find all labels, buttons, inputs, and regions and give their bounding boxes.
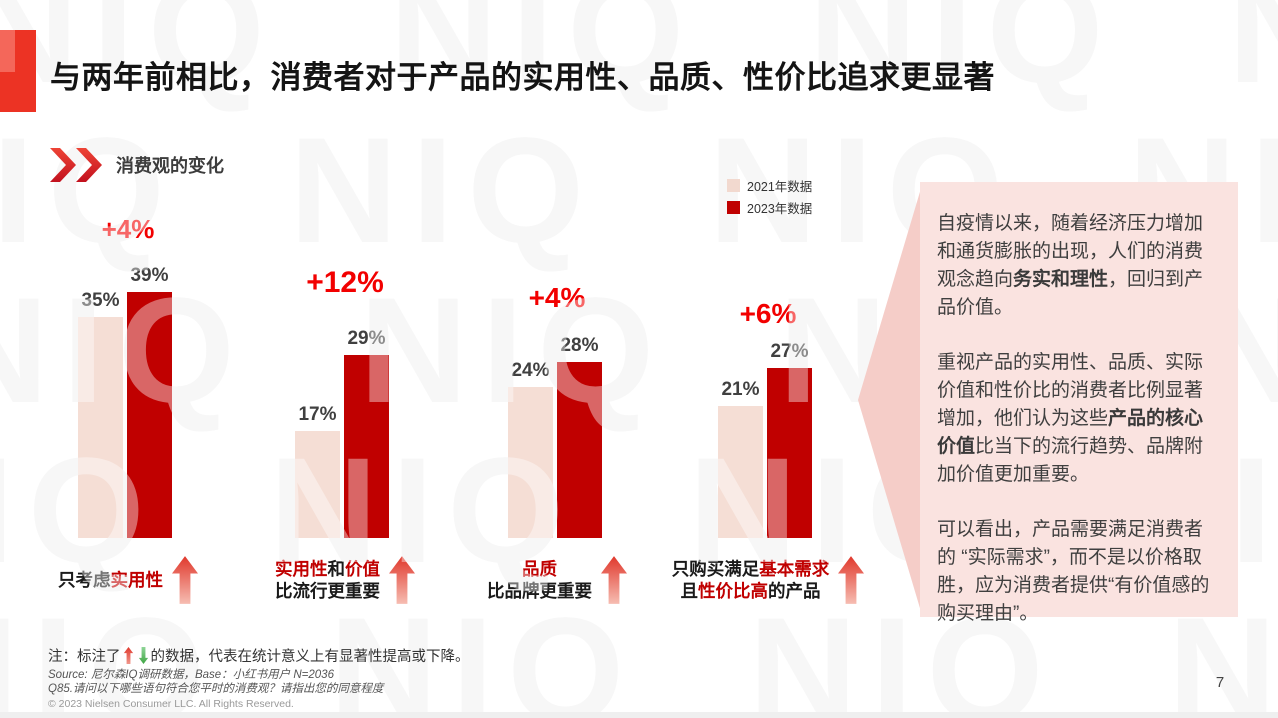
callout-bold-text: 务实和理性 [1013,269,1109,290]
bar-value-2021-group4: 21% [721,379,760,400]
question-line: Q85.请问以下哪些语句符合您平时的消费观？请指出您的同意程度 [48,683,384,695]
bar-value-2021-group2: 17% [298,404,337,425]
bar-2021-group2 [295,431,340,538]
category-text: 只购买满足基本需求且性价比高的产品 [672,558,830,602]
double-chevron-icon [50,148,102,182]
callout-text: 重视产品的实用性、品质、实际价值和性价比的消费者比例显著增加，他们认为这些 [937,352,1204,429]
callout-text: 自疫情以来，随着经济压力增加和通货膨胀的出现，人们的消费观念趋向 [937,213,1204,290]
category-text-highlight: 品质 [522,559,557,579]
page-title: 与两年前相比，消费者对于产品的实用性、品质、性价比追求更显著 [50,60,995,95]
page-number: 7 [1215,674,1225,691]
bar-value-2023-group3: 28% [560,335,599,356]
bar-value-2023-group2: 29% [347,328,386,349]
legend-label-2021: 2021年数据 [747,180,813,194]
insight-callout: 自疫情以来，随着经济压力增加和通货膨胀的出现，人们的消费观念趋向务实和理性，回归… [920,182,1238,624]
category-text-plain: 比品牌更重要 [487,581,592,601]
category-text: 只考虑实用性 [58,569,163,591]
callout-text: ，回归到产品价值。 [937,269,1204,318]
significance-up-arrow-icon [123,647,133,664]
category-label-group4: 只购买满足基本需求且性价比高的产品 [648,556,888,604]
category-text: 品质 比品牌更重要 [487,558,592,602]
significance-up-arrow-icon [389,556,415,604]
chart-legend: 2021年数据 2023年数据 [727,176,812,220]
category-text-plain: 只考虑 [58,570,111,590]
category-label-group1: 只考虑实用性 [8,556,248,604]
delta-label-group1: +4% [101,214,155,244]
category-text-plain: 只购买满足 [671,559,760,579]
delta-label-group4: +6% [739,298,797,329]
footnote-suffix: 的数据，代表在统计意义上有显著性提高或下降。 [150,649,470,665]
legend-item-2021: 2021年数据 [727,176,812,195]
delta-label-group2: +12% [306,266,384,299]
callout-paragraph-1: 自疫情以来，随着经济压力增加和通货膨胀的出现，人们的消费观念趋向务实和理性，回归… [937,210,1216,322]
category-text-highlight: 实用性 [110,570,164,590]
bar-2023-group1 [127,292,172,538]
category-text-highlight: 性价比高 [698,581,768,601]
source-line: Source: 尼尔森IQ调研数据，Base：小红书用户 N=2036 [48,669,334,681]
bar-2021-group1 [78,317,123,538]
callout-paragraph-3: 可以看出，产品需要满足消费者的 “实际需求”，而不是以价格取胜，应为消费者提供“… [937,516,1216,628]
category-text-plain: 且 [680,581,699,601]
delta-label-group3: +4% [528,282,586,313]
category-text-plain: 比流行更重要 [275,581,380,601]
accent-red-block-light [0,30,15,72]
footnote: 注：标注了 的数据，代表在统计意义上有显著性提高或下降。 [48,645,470,666]
section-header: 消费观的变化 [50,148,224,182]
significance-up-arrow-icon [838,556,865,604]
callout-text: 比当下的流行趋势、品牌附加价值更加重要。 [937,436,1204,485]
callout-bold-text: 产品的核心价值 [937,408,1204,457]
section-title: 消费观的变化 [116,156,224,176]
significance-up-arrow-icon [172,556,198,604]
category-label-group3: 品质 比品牌更重要 [437,556,677,604]
category-text-plain: 的产品 [768,581,821,601]
significance-up-arrow-icon [601,556,627,604]
bar-value-2021-group1: 35% [81,290,120,311]
callout-paragraph-2: 重视产品的实用性、品质、实际价值和性价比的消费者比例显著增加，他们认为这些产品的… [937,349,1216,489]
category-text-highlight: 实用性 [275,559,328,579]
bar-value-2023-group1: 39% [130,265,169,286]
copyright-line: © 2023 Nielsen Consumer LLC. All Rights … [48,698,294,710]
bar-2021-group4 [718,406,763,538]
category-text-highlight: 基本需求 [759,559,830,579]
bar-value-2021-group3: 24% [511,360,550,381]
significance-down-arrow-icon [138,647,148,664]
legend-item-2023: 2023年数据 [727,198,812,217]
legend-swatch-2023 [727,201,740,214]
legend-label-2023: 2023年数据 [747,202,813,216]
category-text: 实用性和价值 比流行更重要 [275,558,380,602]
category-text-highlight: 价值 [345,559,380,579]
callout-text: 可以看出，产品需要满足消费者的 “实际需求”，而不是以价格取胜，应为消费者提供“… [937,519,1210,624]
bar-2023-group2 [344,355,389,538]
legend-swatch-2021 [727,179,740,192]
category-label-group2: 实用性和价值 比流行更重要 [225,556,465,604]
bar-2023-group4 [767,368,812,538]
category-text-plain: 和 [327,559,346,579]
bar-2021-group3 [508,387,553,538]
footnote-prefix: 注：标注了 [48,649,121,665]
bottom-edge-strip [0,712,1278,718]
bar-2023-group3 [557,362,602,538]
bar-value-2023-group4: 27% [770,341,809,362]
